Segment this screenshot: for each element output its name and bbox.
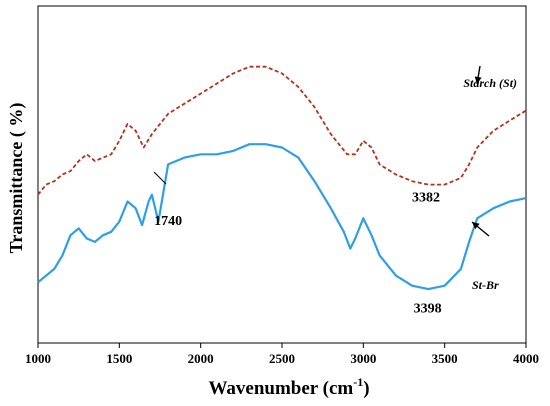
x-tick-labels: 1000 1500 2000 2500 3000 3500 4000 bbox=[25, 343, 539, 366]
x-axis-title-close: ) bbox=[363, 378, 369, 399]
x-axis-title-main: Wavenumber (cm bbox=[208, 378, 353, 399]
x-tick-label: 1000 bbox=[25, 351, 51, 366]
x-tick-label: 1500 bbox=[106, 351, 132, 366]
peak-label-3398: 3398 bbox=[414, 302, 442, 317]
x-tick-label: 2000 bbox=[188, 351, 214, 366]
plot-area bbox=[37, 5, 527, 344]
y-axis-title: Transmittance ( %) bbox=[6, 103, 27, 254]
x-tick-label: 3000 bbox=[350, 351, 376, 366]
annotation-layer: Starch (St) 3382 1740 3398 St-Br bbox=[153, 65, 517, 317]
leader-1740 bbox=[153, 171, 167, 185]
label-starch: Starch (St) bbox=[463, 76, 517, 90]
arrow-starch-head bbox=[474, 76, 482, 84]
peak-label-3382: 3382 bbox=[412, 190, 440, 205]
x-axis-title-sup: -1 bbox=[353, 375, 363, 389]
x-tick-label: 2500 bbox=[269, 351, 295, 366]
series-line-starch bbox=[37, 65, 527, 196]
plot-frame bbox=[37, 5, 527, 344]
arrow-st-br-head bbox=[472, 222, 480, 230]
peak-label-1740: 1740 bbox=[154, 214, 182, 229]
x-tick-label: 4000 bbox=[513, 351, 539, 366]
label-st-br: St-Br bbox=[472, 278, 499, 292]
series-line-st-br bbox=[37, 143, 527, 291]
x-axis-title: Wavenumber (cm-1) bbox=[208, 375, 369, 399]
x-tick-label: 3500 bbox=[432, 351, 458, 366]
